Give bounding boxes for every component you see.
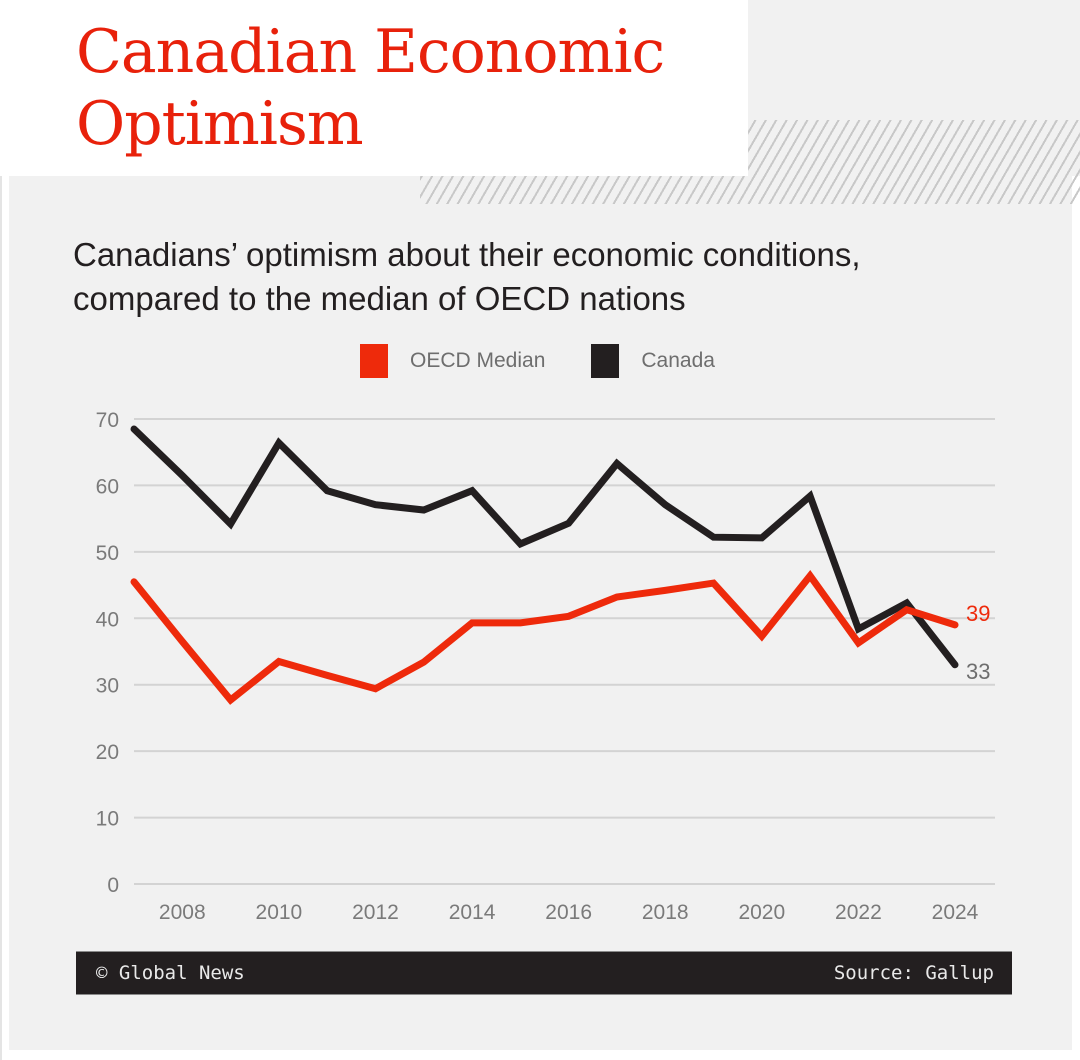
title-line-1: Canadian Economic bbox=[76, 17, 665, 87]
legend-swatch-oecd bbox=[360, 344, 388, 378]
series-line-oecd-median bbox=[130, 570, 959, 705]
y-tick-label: 0 bbox=[107, 874, 119, 897]
end-label-oecd-median: 39 bbox=[966, 601, 990, 626]
y-tick-label: 70 bbox=[96, 409, 119, 432]
legend-item-canada: Canada bbox=[591, 344, 715, 378]
subtitle-line-1: Canadians’ optimism about their economic… bbox=[73, 236, 861, 273]
x-tick-label: 2014 bbox=[449, 901, 496, 924]
end-label-canada: 33 bbox=[966, 659, 990, 684]
x-tick-label: 2010 bbox=[256, 901, 303, 924]
y-tick-label: 60 bbox=[96, 475, 119, 498]
title-block bbox=[0, 0, 748, 176]
y-axis-ticks: 0 10 20 30 40 50 60 70 bbox=[96, 409, 119, 897]
y-tick-label: 30 bbox=[96, 675, 119, 698]
subtitle-line-2: compared to the median of OECD nations bbox=[73, 280, 686, 317]
legend-swatch-canada bbox=[591, 344, 620, 378]
x-tick-label: 2018 bbox=[642, 901, 689, 924]
x-tick-label: 2022 bbox=[835, 901, 882, 924]
x-axis-ticks: 2008 2010 2012 2014 2016 2018 2020 2022 2024 bbox=[159, 901, 979, 924]
legend-label-canada: Canada bbox=[641, 349, 715, 372]
chart-legend: OECD Median Canada bbox=[360, 344, 761, 378]
footer-source: Source: Gallup bbox=[833, 962, 994, 984]
x-tick-label: 2008 bbox=[159, 901, 206, 924]
y-tick-label: 50 bbox=[96, 542, 119, 565]
footer-bar: © Global News Source: Gallup bbox=[76, 951, 1012, 995]
x-tick-label: 2012 bbox=[352, 901, 399, 924]
footer-credit: © Global News bbox=[96, 962, 245, 984]
y-tick-label: 10 bbox=[96, 808, 119, 831]
x-tick-label: 2016 bbox=[545, 901, 592, 924]
y-tick-label: 40 bbox=[96, 608, 119, 631]
left-border bbox=[0, 0, 2, 1060]
gridlines bbox=[134, 418, 995, 885]
legend-item-oecd: OECD Median bbox=[360, 344, 545, 378]
chart-subtitle: Canadians’ optimism about their economic… bbox=[73, 233, 1053, 321]
series-lines bbox=[130, 425, 959, 705]
x-tick-label: 2024 bbox=[932, 901, 979, 924]
title-line-2: Optimism bbox=[76, 89, 364, 159]
x-tick-label: 2020 bbox=[738, 901, 785, 924]
end-labels: 39 33 bbox=[966, 601, 990, 684]
y-tick-label: 20 bbox=[96, 741, 119, 764]
legend-label-oecd: OECD Median bbox=[410, 349, 546, 372]
page-title: Canadian Economic Optimism bbox=[76, 16, 665, 160]
series-line-canada bbox=[130, 425, 959, 669]
